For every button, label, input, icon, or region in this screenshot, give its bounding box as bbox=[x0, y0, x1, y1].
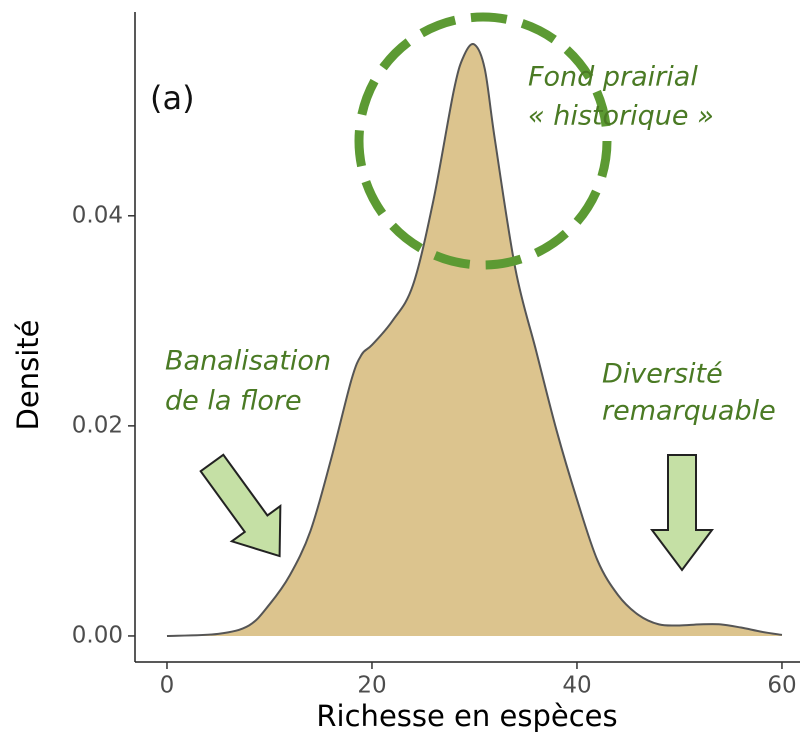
y-axis-title: Densité bbox=[11, 320, 45, 431]
annotation: de la flore bbox=[165, 386, 302, 417]
arrow bbox=[199, 453, 282, 558]
x-tick-label: 40 bbox=[562, 673, 591, 699]
density-line bbox=[166, 43, 783, 637]
annotation: Diversité bbox=[602, 359, 723, 390]
x-tick-label: 0 bbox=[160, 673, 175, 699]
y-tick-label: 0.04 bbox=[72, 202, 123, 228]
plot-area bbox=[166, 43, 783, 637]
y-tick-label: 0.02 bbox=[72, 412, 123, 438]
annotation: Banalisation bbox=[165, 346, 331, 377]
x-tick-label: 20 bbox=[357, 673, 386, 699]
annotation: remarquable bbox=[602, 396, 776, 427]
x-tick-label: 60 bbox=[767, 673, 796, 699]
annotation: « historique » bbox=[528, 101, 714, 132]
y-tick-label: 0.00 bbox=[72, 622, 123, 648]
arrow bbox=[650, 454, 714, 572]
panel-label: (a) bbox=[150, 79, 195, 117]
density-area bbox=[166, 44, 782, 636]
highlight-circle bbox=[354, 12, 612, 270]
x-axis-title: Richesse en espèces bbox=[316, 699, 617, 733]
annotation: Fond prairial bbox=[528, 62, 698, 93]
